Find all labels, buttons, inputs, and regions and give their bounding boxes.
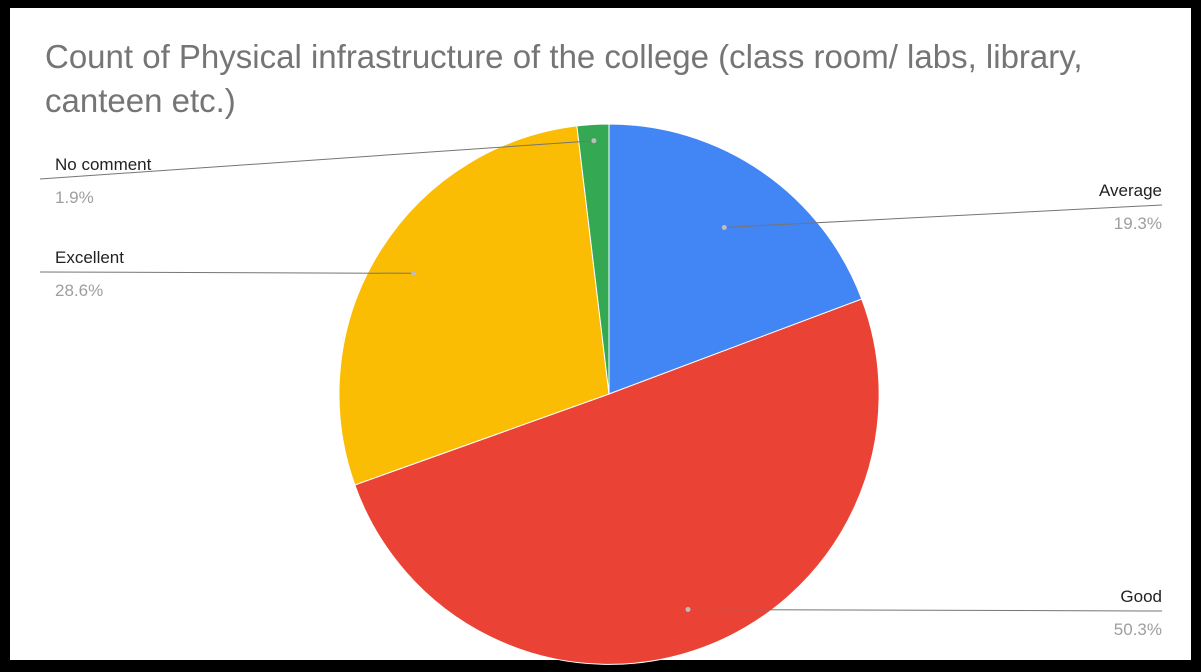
leader-line-good <box>687 609 1163 612</box>
leader-line-no-comment <box>39 140 594 180</box>
leader-dot-excellent <box>411 270 417 276</box>
slice-label-excellent: Excellent <box>55 248 124 267</box>
pie-slice-no-comment[interactable] <box>576 123 610 395</box>
chart-title: Count of Physical infrastructure of the … <box>45 38 1083 119</box>
pie-slice-good[interactable] <box>354 298 880 665</box>
leader-dot-average <box>721 225 727 230</box>
slice-percent-excellent: 28.6% <box>55 281 103 300</box>
leader-dot-no-comment <box>591 138 597 144</box>
slice-label-average: Average <box>1099 181 1162 200</box>
pie-slice-average[interactable] <box>608 123 863 395</box>
leader-line-excellent <box>39 271 414 274</box>
pie-slice-excellent[interactable] <box>338 125 610 486</box>
slice-percent-average: 19.3% <box>1114 214 1162 233</box>
leader-dot-good <box>685 607 691 612</box>
slice-label-no-comment: No comment <box>55 155 152 174</box>
slice-label-good: Good <box>1120 587 1162 606</box>
slice-percent-good: 50.3% <box>1114 620 1162 639</box>
leader-line-average <box>724 204 1163 228</box>
slice-percent-no-comment: 1.9% <box>55 188 94 207</box>
